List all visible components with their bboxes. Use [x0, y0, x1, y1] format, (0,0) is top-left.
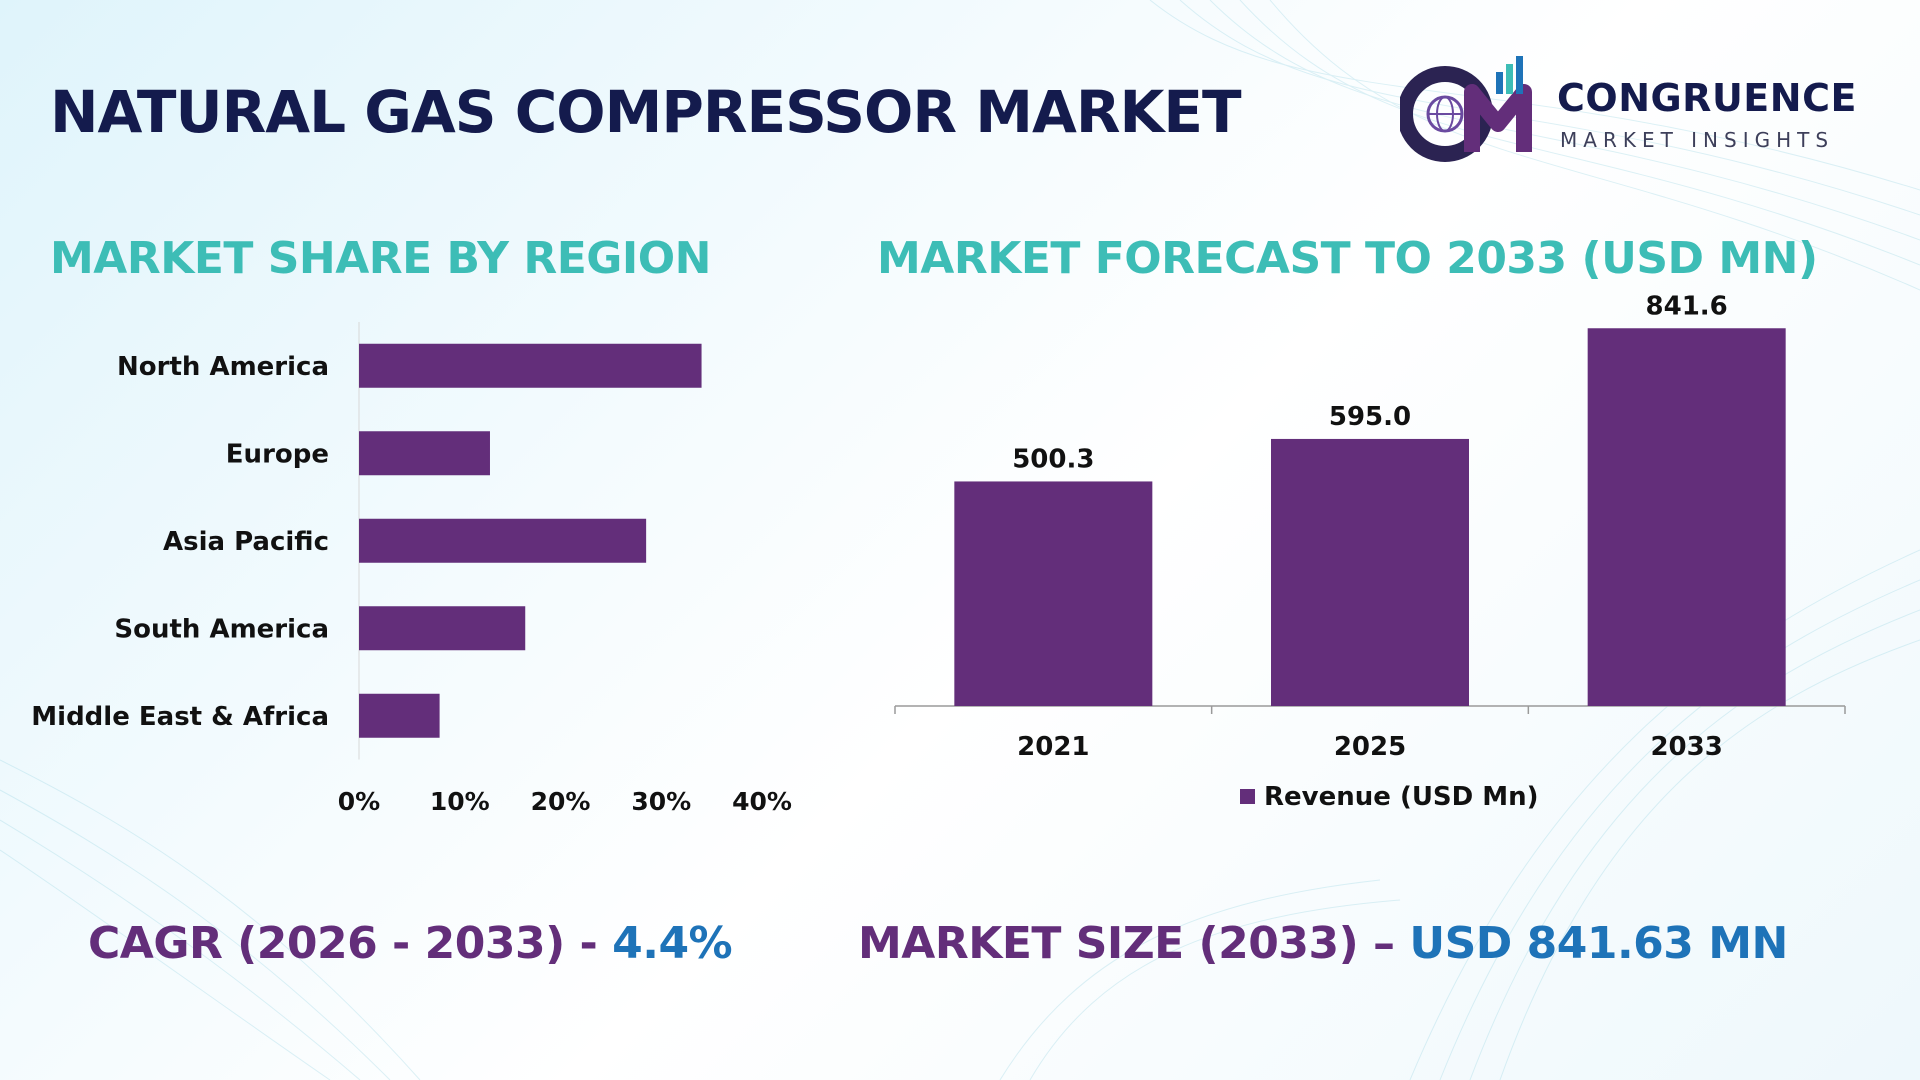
market-size-label: MARKET SIZE (2033) – [858, 918, 1410, 969]
forecast-bar-2021 [954, 481, 1153, 706]
cagr-value: 4.4% [612, 918, 733, 969]
forecast-value-label-2025: 595.0 [1329, 402, 1411, 432]
region-label-4: Middle East & Africa [31, 702, 329, 732]
region-bar-3 [359, 606, 526, 651]
forecast-value-label-2033: 841.6 [1646, 291, 1728, 321]
congruence-logo: CONGRUENCE MARKET INSIGHTS [1400, 52, 1870, 162]
forecast-year-label-2021: 2021 [1017, 732, 1089, 762]
forecast-bar-2025 [1271, 438, 1469, 706]
region-bar-0 [359, 343, 702, 388]
region-label-2: Asia Pacific [163, 527, 329, 557]
region-bar-1 [359, 431, 490, 476]
market-size-value: USD 841.63 MN [1409, 918, 1788, 969]
region-tick-0: 0% [338, 787, 380, 816]
forecast-bar-2033 [1587, 328, 1786, 706]
region-tick-4: 40% [732, 787, 792, 816]
forecast-year-label-2025: 2025 [1334, 732, 1406, 762]
legend-swatch [1240, 789, 1255, 804]
forecast-chart-title: MARKET FORECAST TO 2033 (USD MN) [877, 233, 1818, 284]
region-label-0: North America [117, 352, 329, 382]
logo-mark-icon [1400, 56, 1532, 162]
forecast-value-label-2021: 500.3 [1012, 444, 1094, 474]
legend-label: Revenue (USD Mn) [1264, 782, 1539, 812]
region-label-3: South America [114, 614, 329, 644]
region-tick-1: 10% [430, 787, 490, 816]
cagr-label: CAGR (2026 - 2033) - [88, 918, 613, 969]
logo-wordmark: CONGRUENCE [1557, 76, 1857, 120]
region-tick-2: 20% [531, 787, 591, 816]
page-title: NATURAL GAS COMPRESSOR MARKET [50, 78, 1242, 146]
region-tick-3: 30% [631, 787, 691, 816]
region-bar-4 [359, 693, 440, 738]
market-size-stat: MARKET SIZE (2033) – USD 841.63 MN [858, 918, 1788, 969]
logo-tagline: MARKET INSIGHTS [1560, 128, 1835, 152]
region-share-chart-title: MARKET SHARE BY REGION [50, 233, 712, 284]
region-bar-2 [359, 518, 647, 563]
cagr-stat: CAGR (2026 - 2033) - 4.4% [88, 918, 733, 969]
forecast-year-label-2033: 2033 [1650, 732, 1722, 762]
region-label-1: Europe [226, 439, 329, 469]
